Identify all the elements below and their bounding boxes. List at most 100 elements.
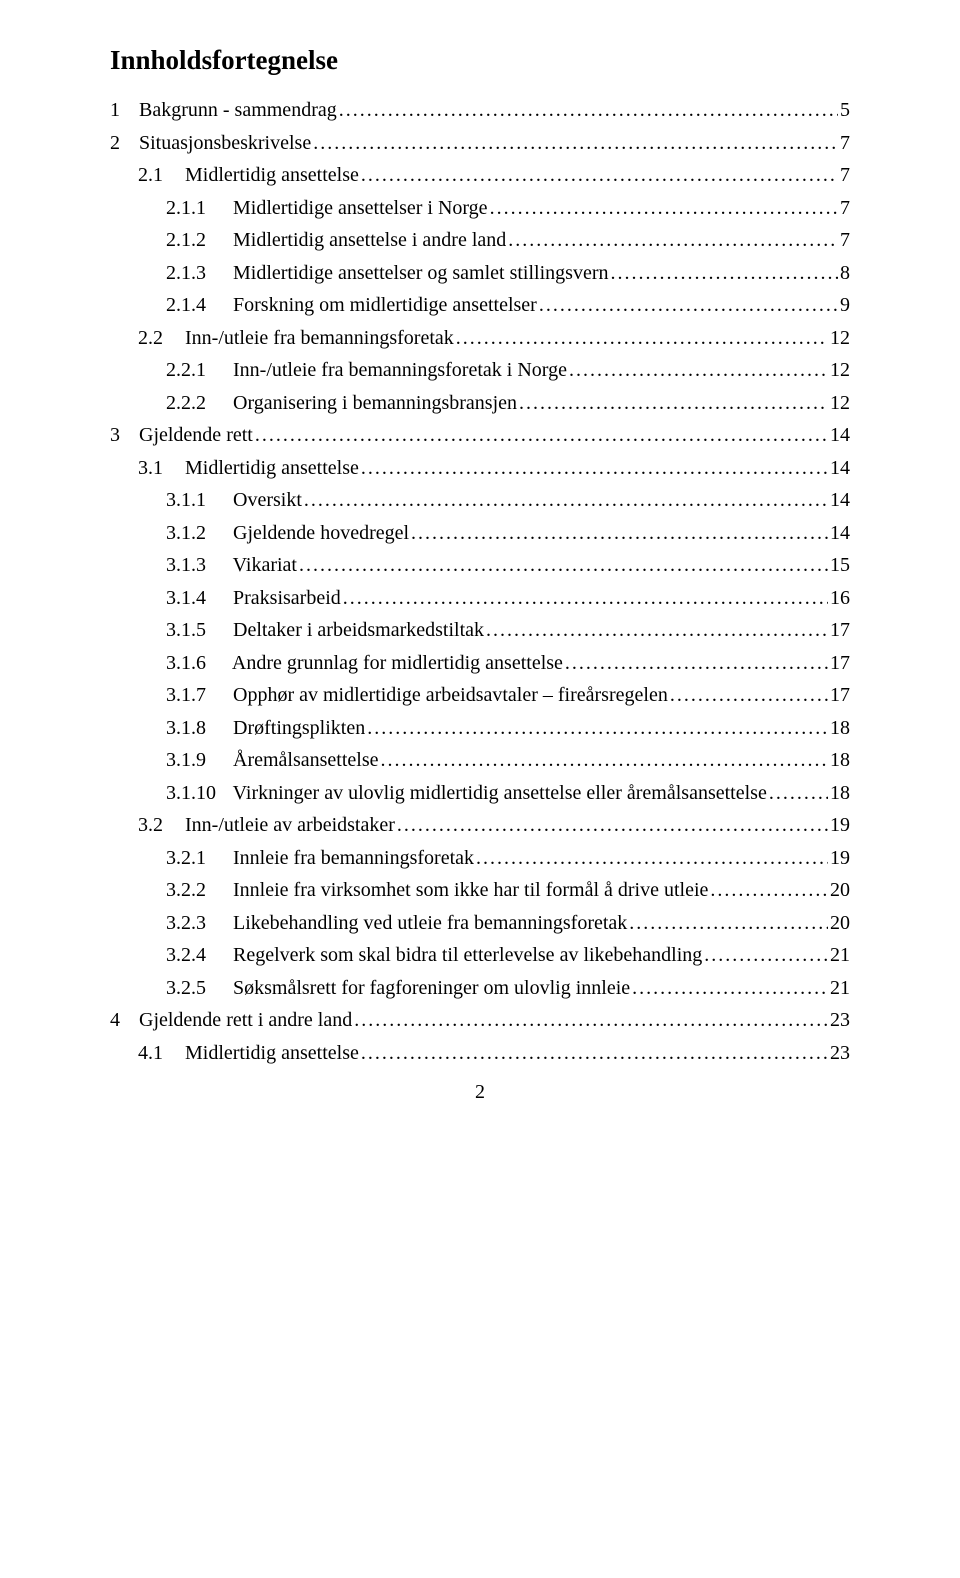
toc-entry: 3.1.2 Gjeldende hovedregel14 bbox=[110, 523, 850, 543]
toc-entry-number: 3.2.1 bbox=[166, 848, 228, 868]
toc-leader bbox=[519, 393, 828, 413]
toc-entry-page: 17 bbox=[830, 620, 850, 640]
toc-entry-label: 3.1 Midlertidig ansettelse bbox=[138, 458, 359, 478]
toc-entry: 3.1 Midlertidig ansettelse 14 bbox=[110, 458, 850, 478]
toc-entry-page: 7 bbox=[840, 165, 850, 185]
toc-entry-number: 3.1.5 bbox=[166, 620, 228, 640]
toc-leader bbox=[361, 1043, 828, 1063]
toc-leader bbox=[367, 718, 828, 738]
toc-entry-page: 16 bbox=[830, 588, 850, 608]
toc-entry-page: 14 bbox=[830, 458, 850, 478]
toc-entry-text: Inn-/utleie fra bemanningsforetak i Norg… bbox=[228, 359, 567, 381]
toc-entry-text: Drøftingsplikten bbox=[228, 717, 365, 739]
toc-leader bbox=[710, 880, 828, 900]
toc-leader bbox=[397, 815, 828, 835]
toc-entry-number: 3.1.9 bbox=[166, 750, 228, 770]
toc-entry-label: 2.1.4 Forskning om midlertidige ansettel… bbox=[166, 295, 537, 315]
toc-entry-label: 3.1.3 Vikariat bbox=[166, 555, 297, 575]
toc-entry-label: 2.1.2 Midlertidig ansettelse i andre lan… bbox=[166, 230, 506, 250]
toc-entry-label: 2.2.2 Organisering i bemanningsbransjen bbox=[166, 393, 517, 413]
toc-entry-text: Innleie fra virksomhet som ikke har til … bbox=[228, 879, 708, 901]
toc-entry-label: 2.1.1 Midlertidige ansettelser i Norge bbox=[166, 198, 488, 218]
toc-entry-number: 3.2.5 bbox=[166, 978, 228, 998]
toc-entry-text: Likebehandling ved utleie fra bemannings… bbox=[228, 912, 627, 934]
toc-entry-page: 14 bbox=[830, 523, 850, 543]
toc-entry: 3.2.5 Søksmålsrett for fagforeninger om … bbox=[110, 978, 850, 998]
toc-entry-page: 19 bbox=[830, 848, 850, 868]
toc-entry: 2.2.2 Organisering i bemanningsbransjen 1… bbox=[110, 393, 850, 413]
toc-entry-label: 2.2 Inn-/utleie fra bemanningsforetak bbox=[138, 328, 454, 348]
toc-entry: 2 Situasjonsbeskrivelse7 bbox=[110, 133, 850, 153]
toc-leader bbox=[304, 490, 828, 510]
toc-entry: 3.1.1 Oversikt14 bbox=[110, 490, 850, 510]
toc-leader bbox=[361, 165, 838, 185]
toc-entry-text: Gjeldende hovedregel bbox=[228, 522, 409, 544]
toc-entry: 2.1.2 Midlertidig ansettelse i andre lan… bbox=[110, 230, 850, 250]
toc-entry-page: 12 bbox=[830, 328, 850, 348]
toc-entry: 1 Bakgrunn - sammendrag5 bbox=[110, 100, 850, 120]
toc-entry-number: 3.1.3 bbox=[166, 555, 228, 575]
toc-entry-text: Regelverk som skal bidra til etterlevels… bbox=[228, 944, 702, 966]
toc-leader bbox=[569, 360, 828, 380]
toc-list: 1 Bakgrunn - sammendrag5 2 Situasjonsbesk… bbox=[110, 100, 850, 1063]
toc-entry-text: Praksisarbeid bbox=[228, 587, 341, 609]
toc-entry-page: 17 bbox=[830, 685, 850, 705]
toc-entry-text: Vikariat bbox=[228, 554, 297, 576]
toc-entry-number: 2 bbox=[110, 133, 134, 153]
toc-leader bbox=[361, 458, 828, 478]
toc-leader bbox=[343, 588, 828, 608]
toc-entry-page: 14 bbox=[830, 490, 850, 510]
toc-entry-label: 3.1.5 Deltaker i arbeidsmarkedstiltak bbox=[166, 620, 484, 640]
toc-leader bbox=[354, 1010, 828, 1030]
toc-entry: 2.2 Inn-/utleie fra bemanningsforetak 12 bbox=[110, 328, 850, 348]
toc-entry-page: 14 bbox=[830, 425, 850, 445]
toc-leader bbox=[769, 783, 828, 803]
toc-leader bbox=[339, 100, 838, 120]
toc-entry-label: 2 Situasjonsbeskrivelse bbox=[110, 133, 311, 153]
toc-entry-number: 3.1.10 bbox=[166, 783, 228, 803]
toc-entry-number: 3.2 bbox=[138, 815, 180, 835]
toc-leader bbox=[313, 133, 838, 153]
toc-entry-text: Virkninger av ulovlig midlertidig ansett… bbox=[228, 782, 767, 804]
toc-entry-number: 2.2 bbox=[138, 328, 180, 348]
toc-entry-text: Gjeldende rett i andre land bbox=[134, 1009, 352, 1031]
toc-entry: 3.1.7 Opphør av midlertidige arbeidsavta… bbox=[110, 685, 850, 705]
toc-entry-number: 2.1 bbox=[138, 165, 180, 185]
toc-entry-text: Inn-/utleie fra bemanningsforetak bbox=[180, 327, 454, 349]
toc-leader bbox=[456, 328, 828, 348]
toc-entry-number: 3.2.3 bbox=[166, 913, 228, 933]
toc-leader bbox=[670, 685, 828, 705]
toc-entry-text: Organisering i bemanningsbransjen bbox=[228, 392, 517, 414]
toc-entry-text: Opphør av midlertidige arbeidsavtaler – … bbox=[228, 684, 668, 706]
toc-entry-page: 12 bbox=[830, 360, 850, 380]
toc-leader bbox=[632, 978, 828, 998]
toc-entry-number: 1 bbox=[110, 100, 134, 120]
toc-entry-number: 3 bbox=[110, 425, 134, 445]
toc-entry-label: 3.1.8 Drøftingsplikten bbox=[166, 718, 365, 738]
toc-entry-text: Midlertidige ansettelser og samlet still… bbox=[228, 262, 608, 284]
toc-entry-page: 20 bbox=[830, 880, 850, 900]
toc-entry: 3.2.1 Innleie fra bemanningsforetak19 bbox=[110, 848, 850, 868]
toc-entry-label: 3.2.3 Likebehandling ved utleie fra bema… bbox=[166, 913, 627, 933]
toc-entry-text: Søksmålsrett for fagforeninger om ulovli… bbox=[228, 977, 630, 999]
toc-leader bbox=[486, 620, 828, 640]
toc-entry-page: 15 bbox=[830, 555, 850, 575]
toc-entry-label: 2.1.3 Midlertidige ansettelser og samlet… bbox=[166, 263, 608, 283]
toc-entry-number: 3.2.2 bbox=[166, 880, 228, 900]
toc-entry-page: 18 bbox=[830, 783, 850, 803]
toc-entry-page: 18 bbox=[830, 718, 850, 738]
toc-leader bbox=[610, 263, 838, 283]
toc-entry-page: 8 bbox=[840, 263, 850, 283]
toc-entry-label: 3.1.10 Virkninger av ulovlig midlertidig… bbox=[166, 783, 767, 803]
toc-entry-label: 3.2.2 Innleie fra virksomhet som ikke ha… bbox=[166, 880, 708, 900]
toc-entry: 3.2.4 Regelverk som skal bidra til etter… bbox=[110, 945, 850, 965]
toc-entry: 3.2 Inn-/utleie av arbeidstaker19 bbox=[110, 815, 850, 835]
toc-entry-label: 3.2.4 Regelverk som skal bidra til etter… bbox=[166, 945, 702, 965]
toc-entry-page: 21 bbox=[830, 978, 850, 998]
toc-entry: 3.2.2 Innleie fra virksomhet som ikke ha… bbox=[110, 880, 850, 900]
toc-entry-number: 3.1.6 bbox=[166, 653, 228, 673]
toc-entry-number: 3.1.7 bbox=[166, 685, 228, 705]
toc-entry-number: 2.2.1 bbox=[166, 360, 228, 380]
toc-entry-page: 12 bbox=[830, 393, 850, 413]
toc-entry-label: 1 Bakgrunn - sammendrag bbox=[110, 100, 337, 120]
